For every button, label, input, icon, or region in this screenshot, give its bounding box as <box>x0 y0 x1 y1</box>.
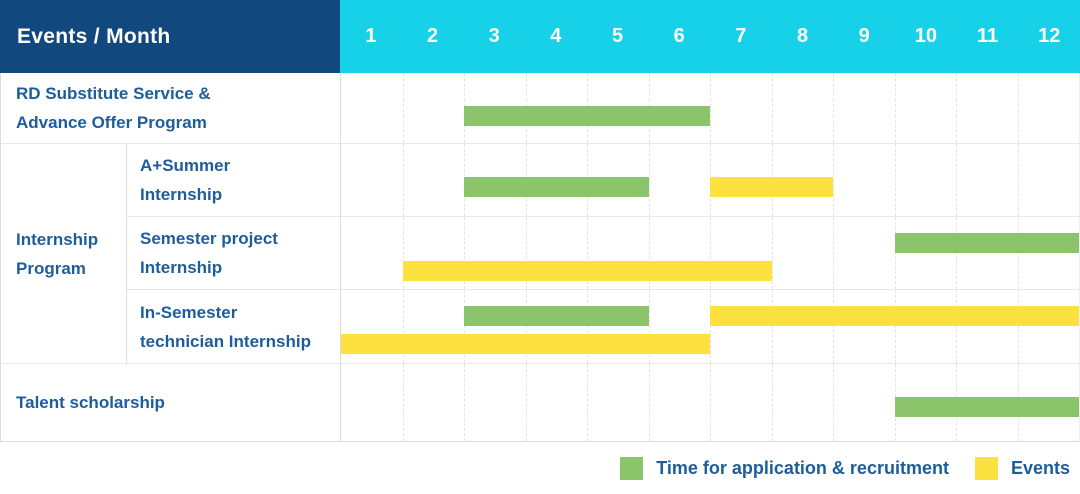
month-gridline <box>648 290 650 363</box>
month-gridline <box>525 364 527 441</box>
month-gridline <box>1017 144 1019 216</box>
month-gridline <box>587 290 588 363</box>
month-gridline <box>525 217 527 289</box>
schedule-row: A+Summer Internship <box>1 144 1079 217</box>
legend-item: Events <box>974 456 1070 480</box>
row-label: RD Substitute Service & Advance Offer Pr… <box>1 73 341 144</box>
gantt-bar-event <box>710 177 833 197</box>
month-gridline <box>587 217 588 289</box>
schedule-row: Talent scholarship <box>1 364 1079 441</box>
gantt-bar-event <box>710 306 1079 326</box>
month-gridline <box>771 364 773 441</box>
month-gridline <box>710 217 711 289</box>
month-label: 8 <box>796 25 809 47</box>
table-body: RD Substitute Service & Advance Offer Pr… <box>0 73 1080 442</box>
month-gridline <box>771 217 773 289</box>
month-gridline <box>464 364 465 441</box>
month-gridline <box>648 217 650 289</box>
legend-item: Time for application & recruitment <box>620 456 949 480</box>
month-gridline <box>710 364 711 441</box>
month-gridline <box>771 73 773 143</box>
row-chart-area <box>341 73 1079 144</box>
month-gridline <box>402 217 404 289</box>
legend: Time for application & recruitment Events <box>0 442 1080 494</box>
month-gridline <box>833 217 834 289</box>
month-gridline <box>956 290 957 363</box>
events-month-header-cell: Events / Month <box>0 0 340 73</box>
month-gridline <box>894 217 896 289</box>
month-gridline <box>894 290 896 363</box>
row-chart-area <box>341 217 1079 290</box>
month-gridline <box>1017 73 1019 143</box>
month-gridline <box>1017 290 1019 363</box>
month-label: 4 <box>550 25 562 47</box>
month-gridline <box>1017 217 1019 289</box>
gantt-bar-event <box>341 334 710 354</box>
month-gridline <box>648 144 650 216</box>
gantt-bar-application <box>894 233 1079 253</box>
month-gridline <box>710 290 711 363</box>
month-gridline <box>833 144 834 216</box>
legend-label: Events <box>1010 457 1070 478</box>
month-label: 1 <box>365 25 377 47</box>
month-gridline <box>587 364 588 441</box>
gantt-bar-application <box>464 177 649 197</box>
row-chart-area <box>341 364 1079 441</box>
month-label: 12 <box>1038 25 1061 47</box>
month-gridline <box>894 144 896 216</box>
month-gridline <box>771 290 773 363</box>
month-gridline <box>402 144 404 216</box>
month-gridline <box>648 364 650 441</box>
month-gridline <box>894 73 896 143</box>
month-gridline <box>402 290 404 363</box>
month-label: 9 <box>858 25 870 47</box>
gantt-bar-application <box>464 306 649 326</box>
month-gridline <box>525 290 527 363</box>
row-chart-area <box>341 290 1079 364</box>
month-label: 11 <box>976 25 999 47</box>
gantt-bar-event <box>402 261 772 281</box>
schedule-row: Semester project Internship <box>1 217 1079 290</box>
events-month-title: Events / Month <box>17 24 171 48</box>
month-label: 2 <box>426 25 439 47</box>
month-gridline <box>956 217 957 289</box>
legend-swatch-application <box>620 456 644 480</box>
month-gridline <box>464 290 465 363</box>
schedule-row: RD Substitute Service & Advance Offer Pr… <box>1 73 1079 144</box>
month-label: 6 <box>673 25 685 47</box>
month-header-row: 1 2 3 4 5 6 7 8 9 10 11 12 <box>340 0 1080 73</box>
gantt-bar-application <box>894 397 1079 417</box>
month-gridline <box>402 73 404 143</box>
month-gridline <box>956 144 957 216</box>
legend-swatch-event <box>974 456 998 480</box>
month-label: 3 <box>488 25 500 47</box>
row-label: In-Semester technician Internship <box>126 290 341 364</box>
month-gridline <box>833 290 834 363</box>
month-label: 10 <box>914 25 937 47</box>
month-gridline <box>833 364 834 441</box>
month-gridline <box>833 73 834 143</box>
month-label: 7 <box>735 25 747 47</box>
legend-label: Time for application & recruitment <box>656 457 949 478</box>
row-label: Semester project Internship <box>126 217 341 290</box>
table-header: Events / Month 1 2 3 4 5 6 7 8 9 10 11 12 <box>0 0 1080 73</box>
month-gridline <box>464 217 465 289</box>
row-label: A+Summer Internship <box>126 144 341 217</box>
gantt-bar-application <box>464 106 710 126</box>
group-label-cell: Internship Program <box>1 144 126 364</box>
month-label: 5 <box>611 25 624 47</box>
schedule-row: In-Semester technician Internship <box>1 290 1079 364</box>
row-label: Talent scholarship <box>1 364 341 441</box>
row-chart-area <box>341 144 1079 217</box>
month-gridline <box>402 364 404 441</box>
month-gridline <box>956 73 957 143</box>
month-gridline <box>710 73 711 143</box>
